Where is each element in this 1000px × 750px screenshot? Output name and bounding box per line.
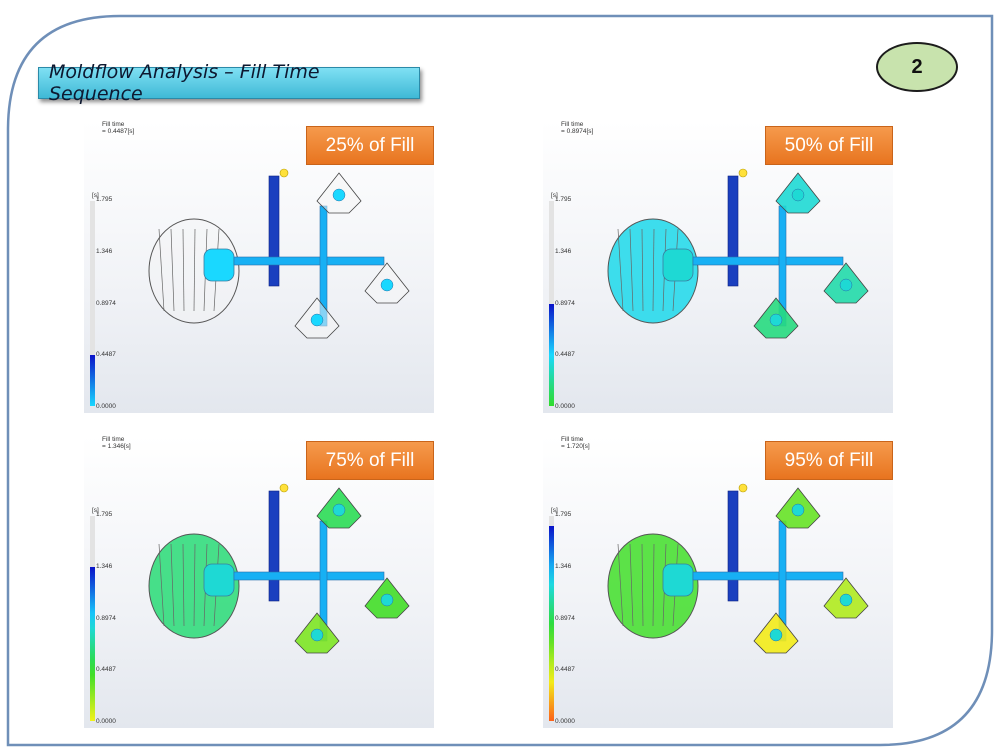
cavity-gate — [662, 563, 694, 597]
fill-time-readout: Fill time = 1.720[s] — [561, 436, 590, 450]
cavity-rib — [641, 228, 644, 312]
cavity-gate-small — [310, 628, 324, 642]
tick-min: 0.0000 — [555, 403, 575, 410]
cavity-gate — [203, 248, 235, 282]
cavity-gate-small — [310, 313, 324, 327]
fill-panel-75: Fill time = 1.346[s] [s] 1.795 1.346 0.89… — [84, 436, 434, 728]
colorbar — [90, 201, 95, 406]
tick-2: 0.8974 — [96, 300, 116, 307]
tick-2: 0.8974 — [96, 615, 116, 622]
horizontal-runner — [692, 571, 844, 581]
cavity-gate-small — [791, 503, 805, 517]
cavity-gate-small — [332, 503, 346, 517]
cavity-rib — [617, 543, 624, 627]
fill-panel-50: Fill time = 0.8974[s] [s] 1.795 1.346 0.8… — [543, 121, 893, 413]
tick-3: 1.346 — [96, 563, 113, 570]
colorbar-unit: [s] — [551, 192, 558, 199]
colorbar — [90, 516, 95, 721]
cavity-rib — [652, 228, 655, 312]
colorbar — [549, 516, 554, 721]
colorbar-fill — [90, 354, 95, 406]
tick-min: 0.0000 — [96, 718, 116, 725]
mold-model-render — [607, 168, 869, 339]
mold-model-render — [148, 483, 410, 654]
cavity-gate — [203, 563, 235, 597]
cavity-rib — [652, 543, 655, 627]
slide-title: Moldflow Analysis – Fill Time Sequence — [38, 61, 420, 105]
cavity-rib — [193, 543, 196, 627]
cavity-rib — [629, 543, 634, 627]
tick-min: 0.0000 — [96, 403, 116, 410]
tick-3: 1.346 — [96, 248, 113, 255]
sprue — [268, 490, 280, 602]
colorbar — [549, 201, 554, 406]
sprue — [268, 175, 280, 287]
fill-percent-badge: 95% of Fill — [765, 441, 893, 480]
tick-2: 0.8974 — [555, 615, 575, 622]
cavity-rib — [170, 228, 175, 312]
cavity-rib — [193, 228, 196, 312]
page-number-badge: 2 — [876, 42, 958, 92]
tick-1: 0.4487 — [96, 666, 116, 673]
cavity-gate-small — [380, 593, 394, 607]
colorbar-fill — [549, 526, 554, 721]
tick-max: 1.795 — [96, 196, 113, 203]
horizontal-runner — [233, 571, 385, 581]
tick-3: 1.346 — [555, 248, 572, 255]
horizontal-runner — [233, 256, 385, 266]
fill-time-readout: Fill time = 0.4487[s] — [102, 121, 135, 135]
tick-max: 1.795 — [555, 511, 572, 518]
tick-max: 1.795 — [96, 511, 113, 518]
tick-max: 1.795 — [555, 196, 572, 203]
fill-time-readout: Fill time = 1.346[s] — [102, 436, 131, 450]
colorbar-fill — [90, 567, 95, 721]
fill-time-readout: Fill time = 0.8974[s] — [561, 121, 594, 135]
tick-3: 1.346 — [555, 563, 572, 570]
fill-percent-badge: 25% of Fill — [306, 126, 434, 165]
tick-1: 0.4487 — [555, 351, 575, 358]
fill-panel-95: Fill time = 1.720[s] [s] 1.795 1.346 0.89… — [543, 436, 893, 728]
cavity-gate-small — [769, 628, 783, 642]
cavity-gate — [662, 248, 694, 282]
horizontal-runner — [692, 256, 844, 266]
cavity-rib — [170, 543, 175, 627]
cavity-gate-small — [791, 188, 805, 202]
tick-min: 0.0000 — [555, 718, 575, 725]
sprue — [727, 490, 739, 602]
cavity-gate-small — [839, 593, 853, 607]
cavity-rib — [617, 228, 624, 312]
cavity-rib — [641, 543, 644, 627]
cavity-rib — [158, 543, 165, 627]
sprue — [727, 175, 739, 287]
fill-percent-badge: 50% of Fill — [765, 126, 893, 165]
colorbar-unit: [s] — [92, 192, 99, 199]
cavity-gate-small — [839, 278, 853, 292]
sprue-nozzle — [279, 483, 289, 493]
cavity-rib — [182, 543, 185, 627]
mold-model-render — [607, 483, 869, 654]
fill-panel-25: Fill time = 0.4487[s] [s] 1.795 1.346 0.8… — [84, 121, 434, 413]
mold-model-render — [148, 168, 410, 339]
colorbar-unit: [s] — [551, 507, 558, 514]
cavity-gate-small — [769, 313, 783, 327]
cavity-gate-small — [380, 278, 394, 292]
tick-1: 0.4487 — [96, 351, 116, 358]
tick-2: 0.8974 — [555, 300, 575, 307]
sprue-nozzle — [279, 168, 289, 178]
cavity-gate-small — [332, 188, 346, 202]
cavity-rib — [629, 228, 634, 312]
cavity-rib — [158, 228, 165, 312]
fill-percent-badge: 75% of Fill — [306, 441, 434, 480]
sprue-nozzle — [738, 168, 748, 178]
cavity-rib — [182, 228, 185, 312]
tick-1: 0.4487 — [555, 666, 575, 673]
colorbar-fill — [549, 303, 554, 406]
sprue-nozzle — [738, 483, 748, 493]
colorbar-unit: [s] — [92, 507, 99, 514]
